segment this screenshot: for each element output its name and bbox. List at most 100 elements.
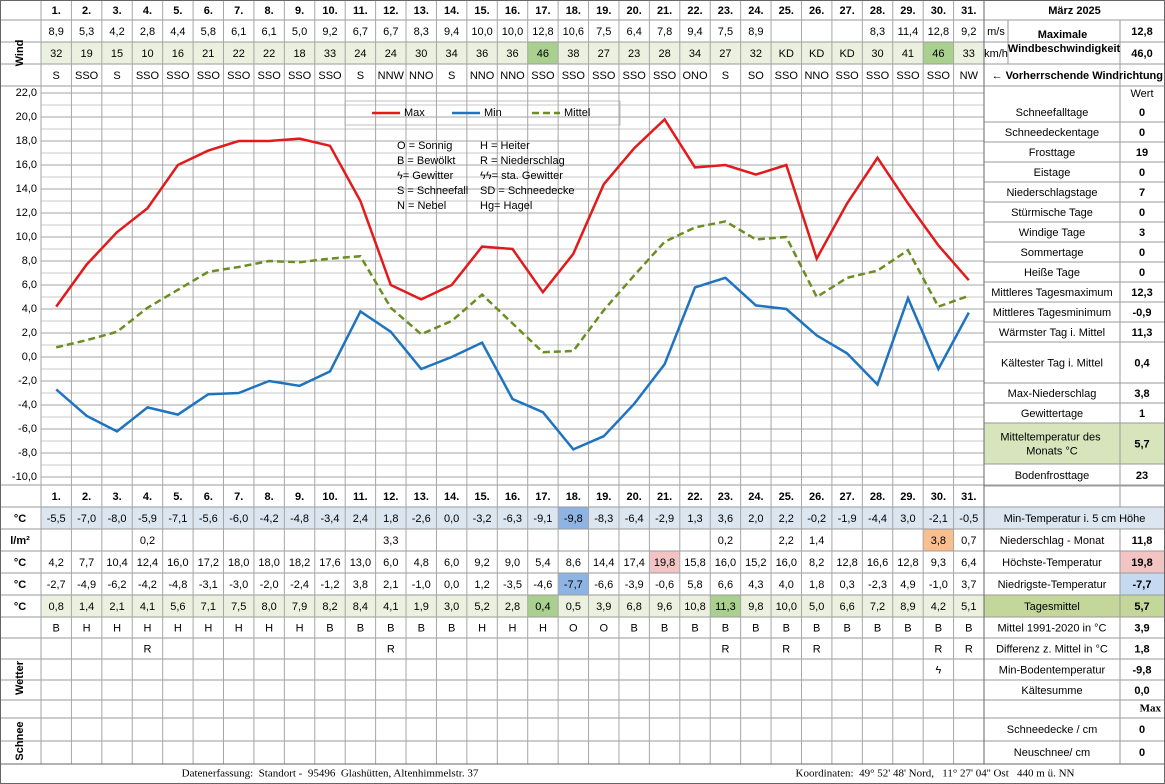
wind-kmh: 10: [141, 48, 153, 60]
wind-direction: SSO: [927, 70, 951, 82]
soil-min-value: -5,6: [199, 513, 218, 525]
day-label: 4.: [143, 491, 152, 503]
stat-value: 0: [1139, 167, 1145, 179]
wind-ms: 6,7: [383, 26, 398, 38]
wind-kmh: KD: [809, 48, 824, 60]
wind-direction: SSO: [623, 70, 647, 82]
soil-min-value: -3,2: [473, 513, 492, 525]
weather-code: R: [965, 643, 973, 655]
temperature-value: -6,6: [594, 579, 613, 591]
temperature-value: 17,6: [319, 557, 340, 569]
symbol-legend-entry: R = Niederschlag: [480, 155, 565, 167]
cell-highlight: [558, 507, 589, 529]
wind-ms: 10,0: [471, 26, 492, 38]
temperature-value: 12,8: [897, 557, 918, 569]
day-label: 12.: [383, 5, 398, 17]
temperature-value: 0,5: [566, 601, 581, 613]
day-label: 24.: [748, 491, 763, 503]
wind-ms: 6,1: [231, 26, 246, 38]
temperature-value: 8,2: [809, 557, 824, 569]
row-background: [41, 507, 984, 529]
row-value: 11,8: [1132, 535, 1153, 547]
wind-ms: 8,3: [870, 26, 885, 38]
temperature-value: 19,8: [654, 557, 675, 569]
temperature-value: 6,0: [383, 557, 398, 569]
stat-label: Mitteltemperatur des Monats °C: [1000, 431, 1103, 457]
wind-kmh: 46: [932, 48, 944, 60]
day-label: 14.: [444, 5, 459, 17]
temperature-value: -1,0: [412, 579, 431, 591]
temperature-value: -2,0: [260, 579, 279, 591]
y-tick-label: -4,0: [18, 399, 37, 411]
day-label: 28.: [870, 5, 885, 17]
cell-highlight: [527, 595, 559, 617]
weather-code: ϟ: [935, 664, 941, 676]
series-line: [55, 276, 970, 451]
day-label: 1.: [52, 491, 61, 503]
symbol-legend-entry: ϟ= Gewitter: [397, 170, 454, 182]
temperature-value: 7,2: [870, 601, 885, 613]
weather-code: B: [418, 622, 425, 634]
wind-direction: NNO: [409, 70, 434, 82]
soil-min-value: -6,0: [229, 513, 248, 525]
symbol-legend-entry: B = Bewölkt: [397, 155, 455, 167]
weather-code: B: [357, 622, 364, 634]
wind-direction: SO: [748, 70, 764, 82]
stat-value: 7: [1139, 187, 1145, 199]
y-tick-label: -2,0: [18, 375, 37, 387]
unit: m/s: [987, 26, 1005, 38]
wind-ms: 5,8: [201, 26, 216, 38]
day-label: 16.: [505, 491, 520, 503]
wind-kmh: 41: [902, 48, 914, 60]
wind-kmh: 16: [172, 48, 184, 60]
temperature-value: 7,1: [201, 601, 216, 613]
weather-code: B: [722, 622, 729, 634]
temperature-value: 16,6: [867, 557, 888, 569]
weather-code: B: [53, 622, 60, 634]
symbol-legend-entry: N = Nebel: [397, 200, 446, 212]
row-summary: -7,7: [1133, 579, 1152, 591]
note-value: 0: [1139, 747, 1145, 759]
day-label: 10.: [322, 491, 337, 503]
y-tick-label: 18,0: [16, 135, 37, 147]
row-label: Tagesmittel: [1024, 601, 1080, 613]
day-label: 21.: [657, 5, 672, 17]
temperature-value: -2,3: [868, 579, 887, 591]
day-label: 13.: [414, 491, 429, 503]
wind-ms: 8,9: [748, 26, 763, 38]
note-label: Differenz z. Mittel in °C: [996, 643, 1108, 655]
day-label: 11.: [353, 491, 368, 503]
day-label: 18.: [566, 491, 581, 503]
stat-value: 5,7: [1134, 438, 1149, 450]
soil-min-value: 1,8: [383, 513, 398, 525]
label-background: [984, 507, 1165, 529]
row-background: [41, 595, 984, 617]
wind-kmh: 32: [50, 48, 62, 60]
label-background: [984, 595, 1120, 617]
day-label: 14.: [444, 491, 459, 503]
temperature-value: -2,7: [47, 579, 66, 591]
weather-code: H: [296, 622, 304, 634]
snow-label: Schnee: [14, 721, 26, 760]
soil-min-value: -7,1: [168, 513, 187, 525]
note-value: 3,9: [1134, 622, 1149, 634]
day-label: 25.: [779, 5, 794, 17]
cell-highlight: [710, 595, 741, 617]
wind-kmh: 30: [871, 48, 883, 60]
temperature-value: 2,8: [505, 601, 520, 613]
day-label: 9.: [295, 491, 304, 503]
weather-code: B: [783, 622, 790, 634]
temperature-value: -3,5: [503, 579, 522, 591]
wind-kmh: 36: [476, 48, 488, 60]
day-label: 15.: [474, 491, 489, 503]
temperature-value: 2,1: [383, 579, 398, 591]
wind-kmh: 24: [385, 48, 397, 60]
stat-label: Kältester Tag i. Mittel: [1001, 357, 1103, 369]
wind-kmh: 33: [324, 48, 336, 60]
precip-value: 3,3: [383, 535, 398, 547]
soil-min-value: 2,2: [779, 513, 794, 525]
y-tick-label: 22,0: [16, 87, 37, 99]
series-line: [55, 117, 970, 308]
temperature-value: 9,3: [931, 557, 946, 569]
